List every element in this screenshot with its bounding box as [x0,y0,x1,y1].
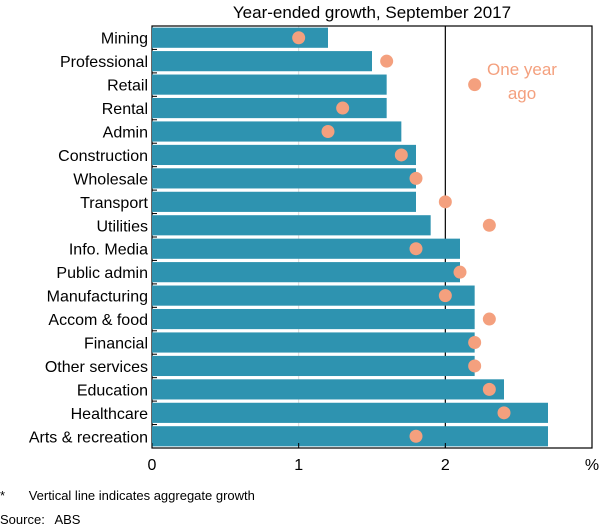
bar-2 [152,74,387,95]
source-label: Source: [0,512,45,527]
category-label: Utilities [96,218,148,235]
category-label: Arts & recreation [29,429,148,446]
category-label: Admin [103,125,148,142]
category-label: Construction [58,148,148,165]
category-label: Professional [60,54,148,71]
bar-chart: Year-ended growth, September 2017 Mining… [29,3,599,474]
dot-one-year-ago-0 [292,31,306,45]
bar-9 [152,238,460,259]
dot-one-year-ago-8 [482,218,496,232]
bar-13 [152,332,475,353]
dot-one-year-ago-4 [321,125,335,138]
category-label: Transport [80,195,148,212]
dot-one-year-ago-9 [409,242,423,256]
dot-one-year-ago-11 [438,289,452,303]
category-label: Other services [45,359,148,376]
dot-one-year-ago-6 [409,171,423,185]
bar-16 [152,402,548,423]
category-label: Wholesale [73,171,148,188]
bar-12 [152,308,475,330]
bar-3 [152,97,387,119]
category-label: Financial [84,336,148,353]
bar-14 [152,355,475,377]
footnote: * Vertical line indicates aggregate grow… [0,488,255,503]
x-tick-label: 0 [148,457,157,474]
dot-one-year-ago-17 [409,429,423,443]
category-label: Retail [107,78,148,95]
bar-11 [152,285,475,306]
category-label: Info. Media [69,242,148,259]
category-label: Rental [102,101,148,118]
legend-label: One year ago [487,60,557,103]
x-tick-label: 2 [441,457,450,474]
dot-one-year-ago-15 [482,382,496,396]
dot-one-year-ago-12 [482,312,496,326]
source-note: Source: ABS [0,512,80,527]
category-label: Public admin [56,265,148,282]
bar-5 [152,144,416,166]
dot-one-year-ago-7 [438,195,452,209]
category-label: Healthcare [71,406,148,423]
chart-title: Year-ended growth, September 2017 [233,3,511,22]
dot-one-year-ago-10 [453,265,467,279]
bar-0 [152,27,328,48]
dot-one-year-ago-1 [380,54,394,68]
category-label: Manufacturing [47,289,148,306]
dot-one-year-ago-5 [394,148,408,162]
bar-17 [152,426,548,447]
bar-7 [152,191,416,212]
bar-15 [152,379,504,400]
category-label: Mining [101,31,148,48]
bar-1 [152,51,372,72]
legend-dot [468,78,482,92]
bar-10 [152,262,460,283]
dot-one-year-ago-16 [497,406,511,420]
dot-one-year-ago-13 [468,336,482,349]
footnote-text: Vertical line indicates aggregate growth [28,488,255,503]
source-text: ABS [54,512,81,527]
dot-one-year-ago-14 [468,359,482,373]
bar-8 [152,215,431,236]
category-label: Education [77,382,148,399]
bar-6 [152,168,416,189]
footnote-marker: * [0,488,6,503]
dot-one-year-ago-3 [336,101,350,115]
x-tick-label: 1 [294,457,303,474]
x-unit-label: % [585,457,599,474]
bar-4 [152,121,402,142]
category-label: Accom & food [48,312,148,329]
